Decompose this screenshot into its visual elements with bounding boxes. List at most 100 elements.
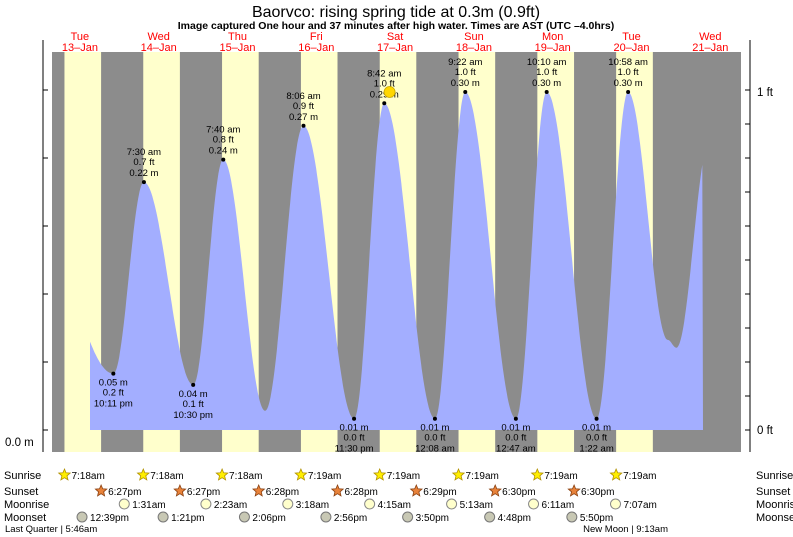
high-tide-time: 8:42 am xyxy=(367,68,401,79)
moonset-time: 4:48pm xyxy=(498,513,531,524)
low-tide-time: 11:30 pm xyxy=(335,444,374,455)
low-tide-feet: 0.0 ft xyxy=(586,433,607,444)
chart-title: Baorvco: rising spring tide at 0.3m (0.9… xyxy=(252,4,540,21)
sunrise-time: 7:19am xyxy=(387,471,420,482)
day-date-label: 13–Jan xyxy=(62,42,98,54)
tide-area-path xyxy=(90,92,703,430)
sunrise-icon xyxy=(215,467,229,481)
low-tide-point xyxy=(513,416,518,421)
day-date-label: 21–Jan xyxy=(692,42,728,54)
moonset-time: 3:50pm xyxy=(416,513,449,524)
moonset-icon xyxy=(484,511,496,523)
low-tide-point xyxy=(594,416,599,421)
sunset-row-label-right: Sunset xyxy=(756,486,790,498)
sunset-time: 6:30pm xyxy=(502,487,535,498)
moonrise-time: 5:13am xyxy=(460,500,493,511)
low-tide-time: 12:47 am xyxy=(496,444,536,455)
sunset-time: 6:27pm xyxy=(108,487,141,498)
sunset-time: 6:30pm xyxy=(581,487,614,498)
moonset-icon xyxy=(76,511,88,523)
high-tide-time: 7:40 am xyxy=(206,125,240,136)
sunrise-icon xyxy=(451,467,466,481)
day-date-label: 16–Jan xyxy=(298,42,334,54)
moonrise-time: 6:11am xyxy=(542,500,575,511)
sunrise-time: 7:18am xyxy=(150,471,183,482)
high-tide-point xyxy=(463,90,468,94)
sunset-time: 6:29pm xyxy=(423,487,456,498)
moonrise-icon xyxy=(446,498,458,510)
high-tide-time: 9:22 am xyxy=(448,57,482,68)
sunrise-time: 7:19am xyxy=(308,471,341,482)
high-tide-meters: 0.30 m xyxy=(451,78,480,89)
high-tide-point xyxy=(626,90,631,94)
moonset-time: 2:56pm xyxy=(334,513,367,524)
moonset-icon xyxy=(238,511,250,523)
day-name-label: Tue xyxy=(71,31,90,43)
high-tide-meters: 0.24 m xyxy=(209,146,238,157)
day-date-label: 18–Jan xyxy=(456,42,492,54)
low-tide-point xyxy=(432,416,437,421)
sunrise-icon xyxy=(294,467,308,481)
moonset-icon xyxy=(402,511,414,523)
high-tide-feet: 0.9 ft xyxy=(293,101,314,112)
high-tide-meters: 0.30 m xyxy=(614,78,643,89)
moonrise-time: 3:18am xyxy=(296,500,329,511)
sunset-time: 6:28pm xyxy=(266,487,299,498)
moonrise-row-label-left: Moonrise xyxy=(4,499,49,511)
moonset-row-label-right: Moonset xyxy=(756,512,793,524)
moonrise-time: 2:23am xyxy=(214,500,247,511)
moonset-time: 12:39pm xyxy=(90,513,129,524)
high-tide-point xyxy=(382,101,387,106)
high-tide-time: 10:58 am xyxy=(608,57,648,68)
moon-phase-left: Last Quarter | 5:46am xyxy=(5,524,97,535)
low-tide-time: 10:30 pm xyxy=(173,410,213,421)
y-axis-label-right: 0 ft xyxy=(757,425,774,437)
moonset-time: 2:06pm xyxy=(252,513,285,524)
high-tide-feet: 0.7 ft xyxy=(133,157,154,168)
moonset-time: 5:50pm xyxy=(580,513,613,524)
high-tide-feet: 1.0 ft xyxy=(455,67,476,78)
high-tide-feet: 1.0 ft xyxy=(374,78,395,89)
low-tide-meters: 0.04 m xyxy=(179,389,208,400)
day-name-label: Mon xyxy=(542,31,563,43)
sunset-icon xyxy=(173,483,187,497)
sunset-time: 6:27pm xyxy=(187,487,220,498)
sunrise-time: 7:19am xyxy=(623,471,656,482)
sunrise-icon xyxy=(372,467,387,481)
day-date-label: 14–Jan xyxy=(141,42,177,54)
day-name-label: Sun xyxy=(464,31,484,43)
low-tide-time: 1:22 am xyxy=(579,444,613,455)
low-tide-feet: 0.0 ft xyxy=(343,433,364,444)
high-tide-meters: 0.27 m xyxy=(289,112,318,123)
low-tide-point xyxy=(352,416,357,421)
low-tide-point xyxy=(191,382,196,387)
current-level-marker xyxy=(383,86,396,98)
sunrise-row-label-left: Sunrise xyxy=(4,470,41,482)
high-tide-point xyxy=(221,157,226,162)
low-tide-meters: 0.05 m xyxy=(99,378,128,389)
sunset-row-label-left: Sunset xyxy=(4,486,38,498)
sunset-icon xyxy=(488,483,502,497)
high-tide-meters: 0.22 m xyxy=(129,168,158,179)
sunrise-time: 7:19am xyxy=(466,471,499,482)
moonrise-icon xyxy=(200,498,212,510)
high-tide-point xyxy=(301,123,306,128)
low-tide-meters: 0.01 m xyxy=(582,423,611,434)
moon-phase-right: New Moon | 9:13am xyxy=(583,524,668,535)
sunset-icon xyxy=(567,483,581,497)
low-tide-feet: 0.1 ft xyxy=(183,399,204,410)
day-name-label: Wed xyxy=(699,31,721,43)
high-tide-feet: 1.0 ft xyxy=(618,67,639,78)
day-name-label: Tue xyxy=(622,31,641,43)
sunrise-icon xyxy=(57,467,72,481)
chart-subtitle: Image captured One hour and 37 minutes a… xyxy=(178,20,614,32)
day-name-label: Sat xyxy=(387,31,404,43)
high-tide-feet: 1.0 ft xyxy=(536,67,557,78)
low-tide-feet: 0.2 ft xyxy=(103,388,124,399)
day-date-label: 15–Jan xyxy=(219,42,255,54)
high-tide-time: 10:10 am xyxy=(527,57,567,68)
day-name-label: Wed xyxy=(147,31,169,43)
moonrise-icon xyxy=(364,498,376,510)
